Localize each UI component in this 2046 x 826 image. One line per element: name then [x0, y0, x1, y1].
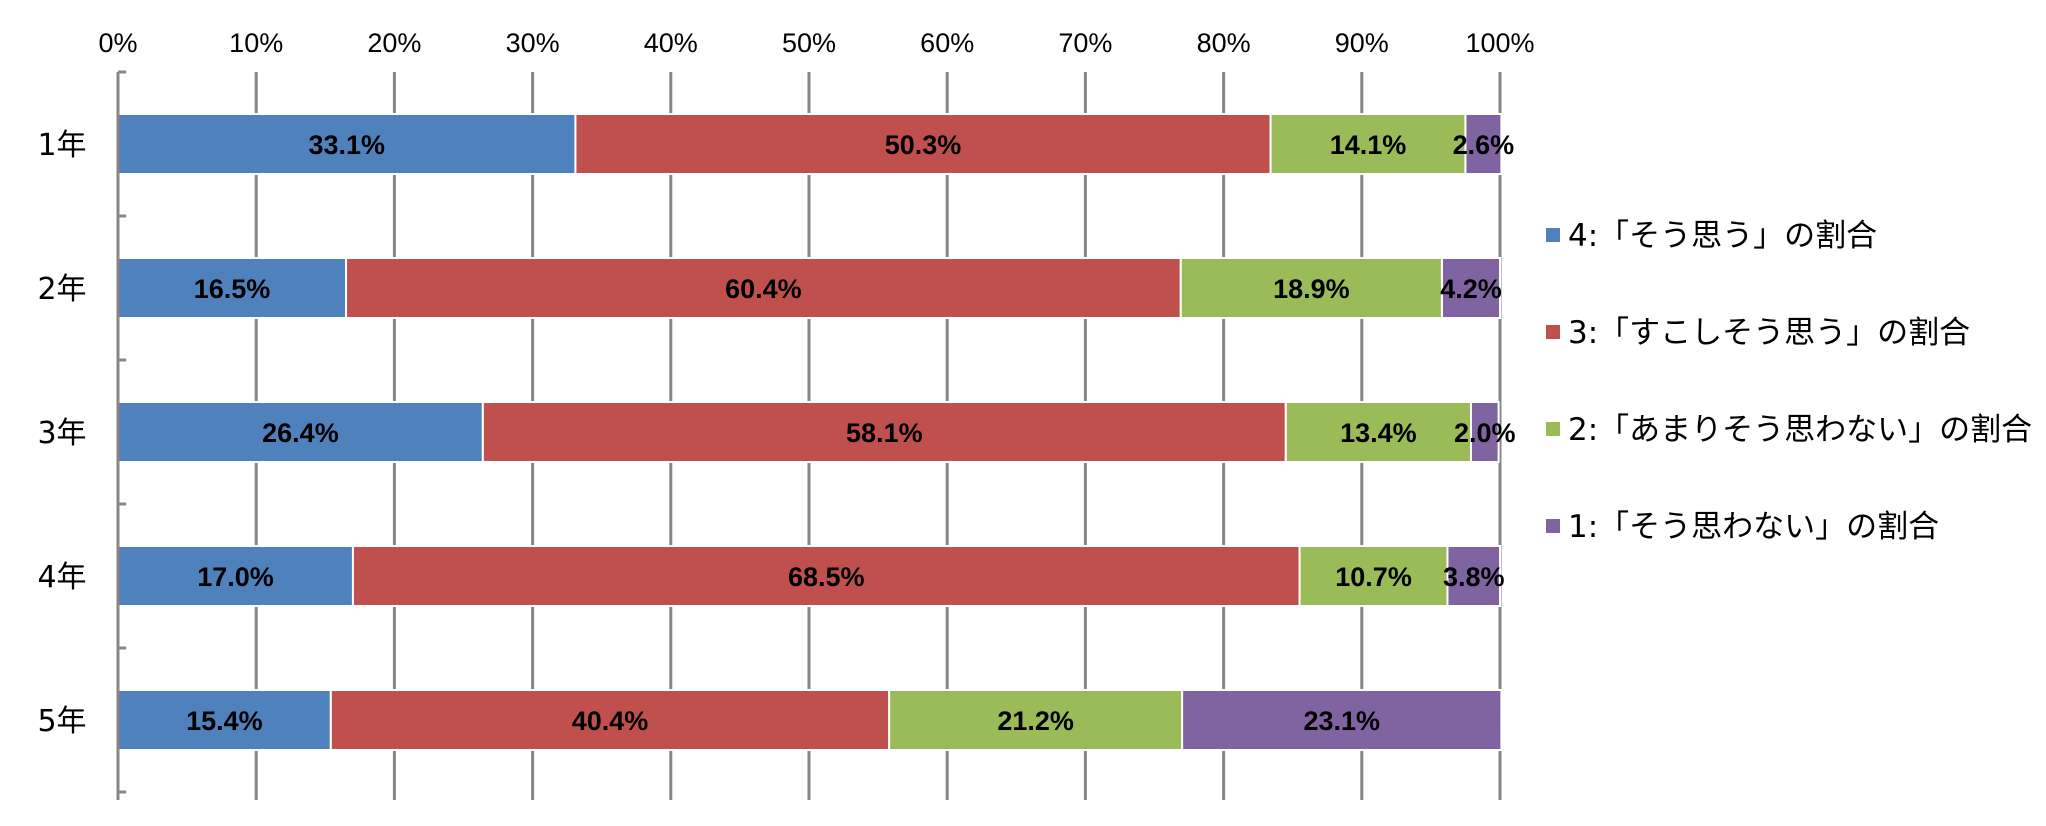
bar-segment — [574, 113, 1272, 175]
bar-segment — [1269, 113, 1467, 175]
data-label: 16.5% — [194, 274, 271, 304]
data-label: 50.3% — [885, 130, 962, 160]
legend-swatch — [1546, 325, 1560, 339]
bar-segment — [345, 257, 1182, 319]
x-tick-label: 20% — [367, 28, 421, 58]
x-tick-label: 100% — [1465, 28, 1534, 58]
legend-entry: 3:「すこしそう思う」の割合 — [1568, 315, 1970, 351]
x-tick-label: 30% — [506, 28, 560, 58]
legend-entry: 4:「そう思う」の割合 — [1568, 218, 1877, 254]
data-label: 2.0% — [1454, 418, 1516, 448]
x-tick-label: 80% — [1197, 28, 1251, 58]
category-label: 2年 — [37, 272, 86, 307]
data-label: 26.4% — [262, 418, 339, 448]
legend-swatch — [1546, 228, 1560, 242]
axes: 0% 10% 20% 30% 40% 50% 60% 70% 80% 90% 100% 1年 2年 3年 4… — [37, 28, 1535, 800]
x-tick-label: 70% — [1058, 28, 1112, 58]
data-label: 58.1% — [846, 418, 923, 448]
bar-segment — [481, 401, 1287, 463]
data-label: 60.4% — [725, 274, 802, 304]
category-label: 5年 — [37, 704, 86, 739]
bar-segment — [117, 401, 484, 463]
bar-segment — [1179, 257, 1443, 319]
data-label: 13.4% — [1340, 418, 1417, 448]
data-label: 33.1% — [308, 130, 385, 160]
category-label: 3年 — [37, 416, 86, 451]
data-label: 17.0% — [197, 562, 274, 592]
x-tick-label: 50% — [782, 28, 836, 58]
data-label: 10.7% — [1335, 562, 1412, 592]
data-label: 40.4% — [572, 706, 649, 736]
bar-segment — [329, 689, 891, 751]
data-label: 14.1% — [1330, 130, 1407, 160]
legend-entry: 1:「そう思わない」の割合 — [1568, 509, 1939, 545]
x-tick-label: 90% — [1335, 28, 1389, 58]
x-tick-label: 60% — [920, 28, 974, 58]
category-label: 4年 — [37, 560, 86, 595]
bar-segment — [1298, 545, 1449, 607]
legend-swatch — [1546, 519, 1560, 533]
bar-segment — [1446, 545, 1502, 607]
category-label: 1年 — [37, 128, 86, 163]
x-tick-label: 40% — [644, 28, 698, 58]
data-label: 15.4% — [186, 706, 263, 736]
bar-segment — [1464, 113, 1503, 175]
x-tick-label: 10% — [229, 28, 283, 58]
data-label: 23.1% — [1303, 706, 1380, 736]
legend-entry: 2:「あまりそう思わない」の割合 — [1568, 412, 2032, 448]
legend-swatch — [1546, 422, 1560, 436]
legend: 4:「そう思う」の割合 3:「すこしそう思う」の割合 2:「あまりそう思わない」の割… — [1546, 218, 2032, 545]
x-tick-label: 0% — [98, 28, 137, 58]
bar-segment — [1181, 689, 1503, 751]
data-label: 2.6% — [1453, 130, 1515, 160]
bar-segment — [351, 545, 1301, 607]
bar-segment — [117, 545, 354, 607]
data-labels: 33.1% 50.3% 14.1% 2.6% 16.5% 60.4% 18.9% 4.2% 26… — [186, 130, 1515, 736]
bar-segment — [1284, 401, 1472, 463]
bar-segment — [1440, 257, 1502, 319]
bar-segment — [1469, 401, 1500, 463]
data-label: 68.5% — [788, 562, 865, 592]
data-label: 3.8% — [1443, 562, 1505, 592]
bar-segment — [888, 689, 1184, 751]
data-label: 18.9% — [1273, 274, 1350, 304]
data-label: 21.2% — [997, 706, 1074, 736]
bar-segment — [117, 689, 332, 751]
bars — [117, 113, 1503, 751]
data-label: 4.2% — [1440, 274, 1502, 304]
